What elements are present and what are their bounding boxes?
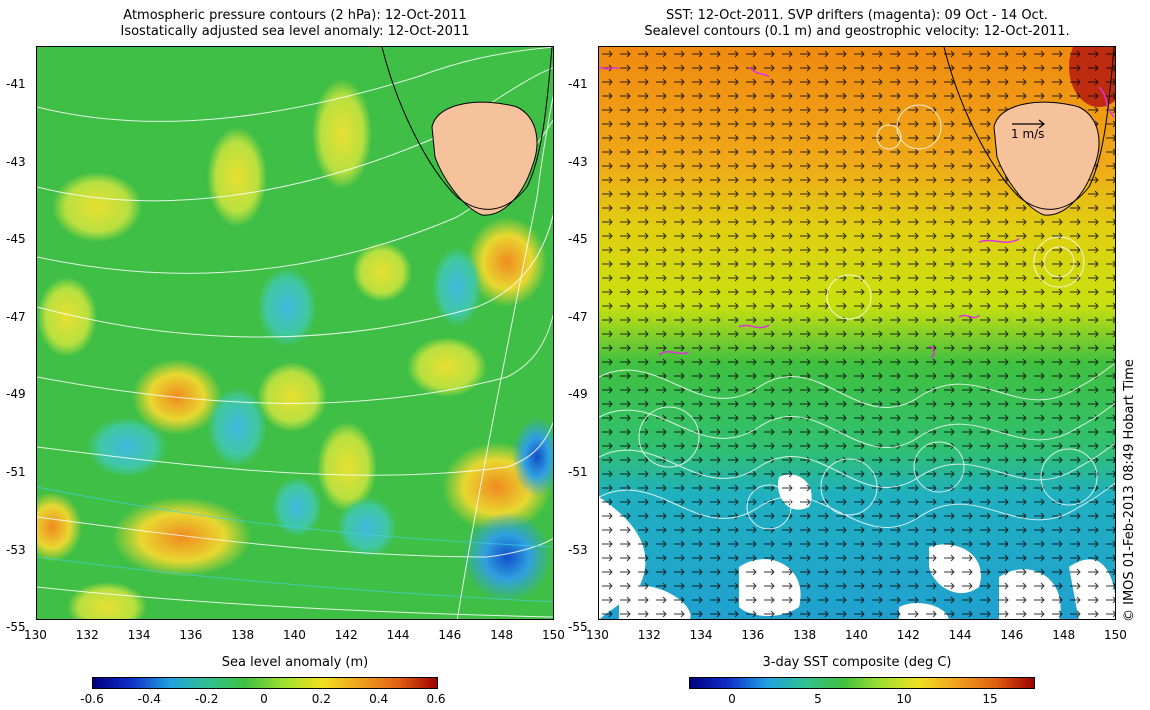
left-colorbar-tick-label: 0: [260, 692, 268, 706]
left-x-tick-label: 150: [542, 628, 565, 642]
right-y-tick-label: -49: [568, 387, 588, 402]
right-y-tick-label: -53: [568, 542, 588, 557]
left-x-tick-label: 134: [127, 628, 151, 642]
right-x-tick-label: 146: [1000, 628, 1024, 642]
left-x-tick-label: 130: [24, 628, 47, 642]
right-y-tick-label: -55: [568, 620, 588, 635]
left-x-tick-label: 144: [386, 628, 410, 642]
right-colorbar-tick-label: 10: [896, 692, 912, 706]
left-y-tick-label: -47: [6, 309, 26, 324]
right-x-tick-label: 140: [845, 628, 868, 642]
right-x-tick-label: 148: [1052, 628, 1076, 642]
right-colorbar-title: 3-day SST composite (deg C): [762, 655, 952, 670]
left-y-tick-label: -51: [6, 465, 26, 479]
right-y-tick-label: -43: [568, 154, 588, 169]
right-x-tick-label: 144: [948, 628, 972, 642]
sea-level-anomaly-field: [37, 47, 553, 619]
right-x-tick-label: 138: [793, 628, 817, 642]
left-colorbar-tick-label: -0.4: [137, 692, 162, 706]
right-y-tick-label: -51: [568, 465, 588, 479]
left-colorbar-title: Sea level anomaly (m): [221, 655, 369, 670]
left-colorbar-tick-label: 0.6: [426, 692, 446, 706]
right-y-tick-label: -41: [568, 77, 588, 91]
left-x-tick-label: 132: [75, 628, 99, 642]
right-title-line1: SST: 12-Oct-2011. SVP drifters (magenta)…: [666, 8, 1048, 23]
velocity-scale-arrow: [1012, 119, 1045, 129]
left-y-tick-label: -49: [6, 387, 26, 402]
left-x-tick-label: 136: [179, 628, 203, 642]
left-x-tick-label: 148: [490, 628, 514, 642]
right-x-tick-label: 130: [586, 628, 609, 642]
left-y-tick-label: -41: [6, 77, 26, 91]
right-x-tick-label: 142: [896, 628, 920, 642]
left-x-tick-label: 140: [283, 628, 306, 642]
right-y-tick-label: -47: [568, 309, 588, 324]
credit-label: © IMOS 01-Feb-2013 08:49 Hobart Time: [1122, 359, 1137, 622]
right-x-tick-label: 132: [637, 628, 661, 642]
sea-level-anomaly-colorbar: [92, 677, 438, 689]
right-colorbar-tick-label: 5: [814, 692, 822, 706]
left-colorbar-tick-label: -0.2: [194, 692, 219, 706]
left-x-tick-label: 138: [231, 628, 255, 642]
velocity-scale-label: 1 m/s: [1011, 127, 1045, 141]
right-colorbar-tick-label: 15: [982, 692, 998, 706]
right-x-tick-label: 150: [1104, 628, 1127, 642]
right-title-line2: Sealevel contours (0.1 m) and geostrophi…: [644, 24, 1070, 39]
left-colorbar-tick-label: 0.2: [311, 692, 331, 706]
right-colorbar-tick-label: 0: [728, 692, 736, 706]
left-title-line1: Atmospheric pressure contours (2 hPa): 1…: [123, 8, 467, 23]
right-x-tick-label: 134: [689, 628, 713, 642]
left-y-tick-label: -45: [6, 232, 26, 247]
left-x-tick-label: 146: [438, 628, 462, 642]
left-y-tick-label: -53: [6, 542, 26, 557]
right-y-tick-label: -45: [568, 232, 588, 247]
sst-colorbar: [689, 677, 1035, 689]
left-x-tick-label: 142: [334, 628, 358, 642]
sst-map: 1 m/s: [598, 46, 1116, 620]
left-y-tick-label: -43: [6, 154, 26, 169]
left-title-line2: Isostatically adjusted sea level anomaly…: [120, 24, 470, 39]
sst-field: [599, 47, 1115, 619]
sea-level-anomaly-map: [36, 46, 554, 620]
left-colorbar-tick-label: -0.6: [80, 692, 104, 706]
left-y-tick-label: -55: [6, 620, 26, 635]
right-x-tick-label: 136: [741, 628, 765, 642]
left-colorbar-tick-label: 0.4: [369, 692, 389, 706]
